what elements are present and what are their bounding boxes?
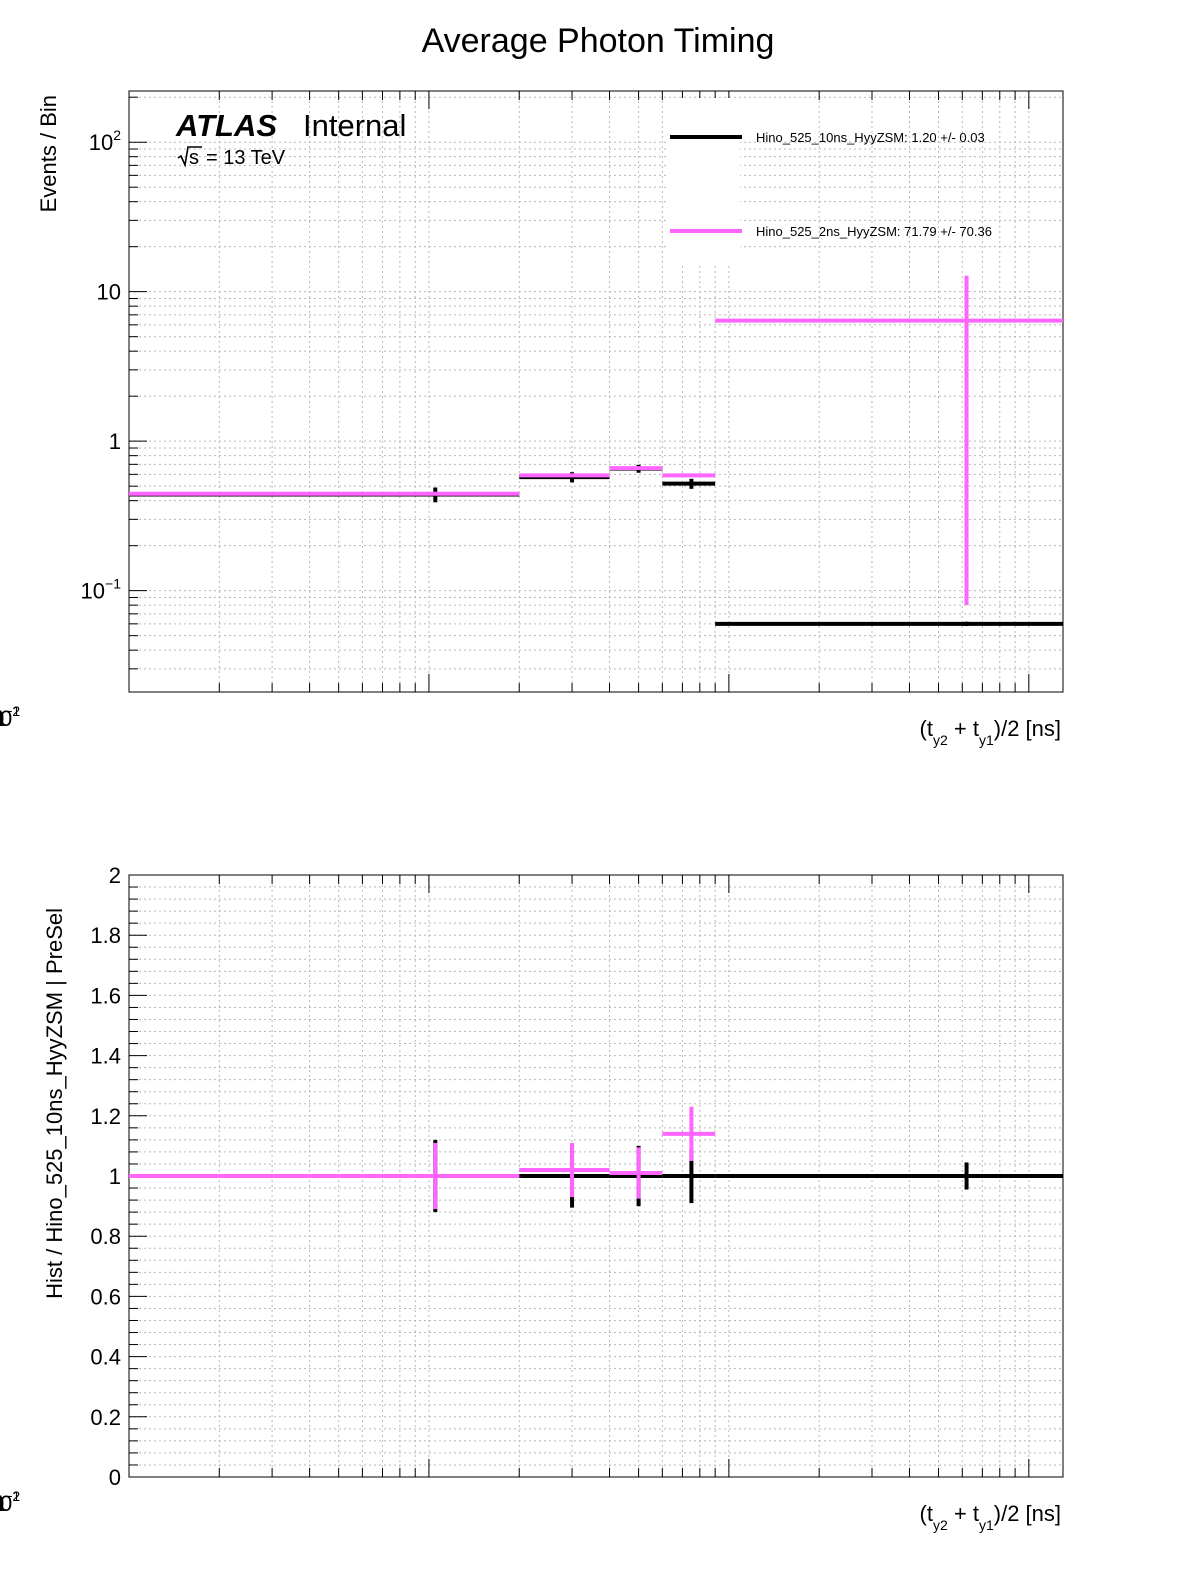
y-tick-label: 0.2 [90, 1405, 121, 1430]
y-tick-label: 1 [109, 429, 121, 454]
y-tick-label: 0 [109, 1465, 121, 1490]
x-tick-label: 1 [0, 1491, 6, 1516]
svg-text:s: s [189, 147, 199, 169]
series-magenta [129, 275, 1063, 606]
legend-label-black: Hino_525_10ns_HyyZSM: 1.20 +/- 0.03 [756, 130, 985, 145]
atlas-energy-label: = 13 TeV [206, 147, 286, 169]
sqrt-s-symbol: s [177, 146, 202, 169]
y-tick-label: 1.4 [90, 1044, 121, 1069]
y-tick-label: 2 [109, 863, 121, 888]
y-tick-label: 1.8 [90, 923, 121, 948]
y-axis-title: Hist / Hino_525_10ns_HyyZSM | PreSel [42, 908, 67, 1299]
y-tick-label: 1.6 [90, 983, 121, 1008]
x-axis-title: (ty2 + ty1)/2 [ns] [920, 1501, 1061, 1533]
y-tick-label: 1 [109, 1164, 121, 1189]
atlas-experiment-label: ATLAS [175, 108, 277, 143]
y-tick-label: 10−1 [81, 576, 122, 604]
y-tick-label: 0.8 [90, 1224, 121, 1249]
atlas-status-label: Internal [303, 108, 406, 143]
y-tick-label: 0.6 [90, 1284, 121, 1309]
x-tick-label: 10 [0, 706, 12, 731]
y-tick-label: 10 [97, 280, 121, 305]
legend-box [668, 98, 740, 264]
axis-ticks [128, 91, 1030, 692]
legend: Hino_525_10ns_HyyZSM: 1.20 +/- 0.03 Hino… [668, 98, 992, 264]
ratio-panel: 10−210−111000.20.40.60.811.21.41.61.82Hi… [0, 863, 1064, 1533]
atlas-label: ATLAS Internal s = 13 TeV [175, 108, 406, 169]
grid-lines [128, 91, 1063, 692]
x-tick-label: 10−2 [0, 1488, 20, 1516]
axis-ticks [128, 874, 1030, 1478]
y-tick-label: 1.2 [90, 1104, 121, 1129]
x-tick-label: 10 [0, 1491, 12, 1516]
y-axis-title: Events / Bin [36, 95, 61, 212]
x-tick-label: 1 [0, 706, 6, 731]
legend-label-magenta: Hino_525_2ns_HyyZSM: 71.79 +/- 70.36 [756, 224, 992, 239]
x-tick-label: 10−2 [0, 703, 20, 731]
x-tick-label: 10−1 [0, 703, 20, 731]
x-axis-title: (ty2 + ty1)/2 [ns] [920, 716, 1061, 748]
chart-title: Average Photon Timing [422, 22, 775, 60]
series-magenta [129, 1106, 716, 1210]
x-tick-label: 10−1 [0, 1488, 20, 1516]
plot-frame [128, 90, 1064, 693]
y-tick-label: 102 [89, 127, 121, 155]
y-tick-label: 0.4 [90, 1345, 121, 1370]
